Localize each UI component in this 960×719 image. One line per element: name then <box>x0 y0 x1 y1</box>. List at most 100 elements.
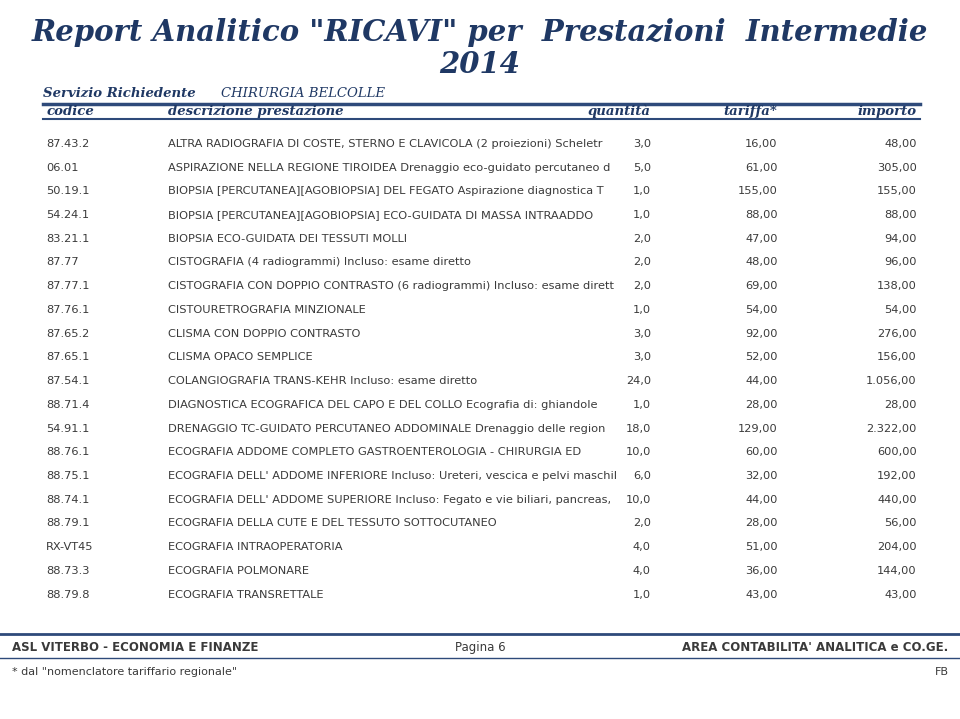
Text: 3,0: 3,0 <box>633 352 651 362</box>
Text: ECOGRAFIA DELL' ADDOME INFERIORE Incluso: Ureteri, vescica e pelvi maschil: ECOGRAFIA DELL' ADDOME INFERIORE Incluso… <box>168 471 617 481</box>
Text: 1,0: 1,0 <box>633 186 651 196</box>
Text: CHIRURGIA BELCOLLE: CHIRURGIA BELCOLLE <box>221 87 385 100</box>
Text: 32,00: 32,00 <box>745 471 778 481</box>
Text: 87.77: 87.77 <box>46 257 79 267</box>
Text: Report Analitico "RICAVI" per  Prestazioni  Intermedie: Report Analitico "RICAVI" per Prestazion… <box>32 18 928 47</box>
Text: 1,0: 1,0 <box>633 210 651 220</box>
Text: 54,00: 54,00 <box>884 305 917 315</box>
Text: descrizione prestazione: descrizione prestazione <box>168 105 344 118</box>
Text: ECOGRAFIA ADDOME COMPLETO GASTROENTEROLOGIA - CHIRURGIA ED: ECOGRAFIA ADDOME COMPLETO GASTROENTEROLO… <box>168 447 581 457</box>
Text: 2,0: 2,0 <box>633 281 651 291</box>
Text: DRENAGGIO TC-GUIDATO PERCUTANEO ADDOMINALE Drenaggio delle region: DRENAGGIO TC-GUIDATO PERCUTANEO ADDOMINA… <box>168 423 606 434</box>
Text: 88.71.4: 88.71.4 <box>46 400 89 410</box>
Text: AREA CONTABILITA' ANALITICA e CO.GE.: AREA CONTABILITA' ANALITICA e CO.GE. <box>683 641 948 654</box>
Text: 61,00: 61,00 <box>745 162 778 173</box>
Text: 56,00: 56,00 <box>884 518 917 528</box>
Text: DIAGNOSTICA ECOGRAFICA DEL CAPO E DEL COLLO Ecografia di: ghiandole: DIAGNOSTICA ECOGRAFICA DEL CAPO E DEL CO… <box>168 400 597 410</box>
Text: 88.79.8: 88.79.8 <box>46 590 89 600</box>
Text: 06.01: 06.01 <box>46 162 79 173</box>
Text: Pagina 6: Pagina 6 <box>455 641 505 654</box>
Text: importo: importo <box>857 105 917 118</box>
Text: 44,00: 44,00 <box>745 376 778 386</box>
Text: 276,00: 276,00 <box>877 329 917 339</box>
Text: CLISMA OPACO SEMPLICE: CLISMA OPACO SEMPLICE <box>168 352 313 362</box>
Text: BIOPSIA ECO-GUIDATA DEI TESSUTI MOLLI: BIOPSIA ECO-GUIDATA DEI TESSUTI MOLLI <box>168 234 407 244</box>
Text: 192,00: 192,00 <box>877 471 917 481</box>
Text: 600,00: 600,00 <box>877 447 917 457</box>
Text: 3,0: 3,0 <box>633 139 651 149</box>
Text: 87.65.2: 87.65.2 <box>46 329 89 339</box>
Text: 47,00: 47,00 <box>745 234 778 244</box>
Text: ECOGRAFIA DELL' ADDOME SUPERIORE Incluso: Fegato e vie biliari, pancreas,: ECOGRAFIA DELL' ADDOME SUPERIORE Incluso… <box>168 495 612 505</box>
Text: 88.75.1: 88.75.1 <box>46 471 89 481</box>
Text: 155,00: 155,00 <box>737 186 778 196</box>
Text: FB: FB <box>934 667 948 677</box>
Text: 69,00: 69,00 <box>745 281 778 291</box>
Text: 24,0: 24,0 <box>626 376 651 386</box>
Text: COLANGIOGRAFIA TRANS-KEHR Incluso: esame diretto: COLANGIOGRAFIA TRANS-KEHR Incluso: esame… <box>168 376 477 386</box>
Text: 18,0: 18,0 <box>626 423 651 434</box>
Text: CISTOGRAFIA CON DOPPIO CONTRASTO (6 radiogrammi) Incluso: esame dirett: CISTOGRAFIA CON DOPPIO CONTRASTO (6 radi… <box>168 281 614 291</box>
Text: ECOGRAFIA INTRAOPERATORIA: ECOGRAFIA INTRAOPERATORIA <box>168 542 343 552</box>
Text: 88.73.3: 88.73.3 <box>46 566 89 576</box>
Text: 87.43.2: 87.43.2 <box>46 139 89 149</box>
Text: 129,00: 129,00 <box>738 423 778 434</box>
Text: ECOGRAFIA TRANSRETTALE: ECOGRAFIA TRANSRETTALE <box>168 590 324 600</box>
Text: 28,00: 28,00 <box>745 518 778 528</box>
Text: Servizio Richiedente: Servizio Richiedente <box>43 87 196 100</box>
Text: 88,00: 88,00 <box>884 210 917 220</box>
Text: 83.21.1: 83.21.1 <box>46 234 89 244</box>
Text: 54.24.1: 54.24.1 <box>46 210 89 220</box>
Text: 10,0: 10,0 <box>626 447 651 457</box>
Text: 16,00: 16,00 <box>745 139 778 149</box>
Text: 4,0: 4,0 <box>633 542 651 552</box>
Text: 156,00: 156,00 <box>877 352 917 362</box>
Text: quantità: quantità <box>588 105 651 118</box>
Text: BIOPSIA [PERCUTANEA][AGOBIOPSIA] DEL FEGATO Aspirazione diagnostica T: BIOPSIA [PERCUTANEA][AGOBIOPSIA] DEL FEG… <box>168 186 604 196</box>
Text: 28,00: 28,00 <box>884 400 917 410</box>
Text: 138,00: 138,00 <box>876 281 917 291</box>
Text: 43,00: 43,00 <box>745 590 778 600</box>
Text: 2.322,00: 2.322,00 <box>867 423 917 434</box>
Text: 144,00: 144,00 <box>877 566 917 576</box>
Text: 92,00: 92,00 <box>745 329 778 339</box>
Text: RX-VT45: RX-VT45 <box>46 542 93 552</box>
Text: 10,0: 10,0 <box>626 495 651 505</box>
Text: 5,0: 5,0 <box>633 162 651 173</box>
Text: 2,0: 2,0 <box>633 518 651 528</box>
Text: 94,00: 94,00 <box>884 234 917 244</box>
Text: 440,00: 440,00 <box>877 495 917 505</box>
Text: 88.79.1: 88.79.1 <box>46 518 89 528</box>
Text: 43,00: 43,00 <box>884 590 917 600</box>
Text: 1.056,00: 1.056,00 <box>866 376 917 386</box>
Text: 4,0: 4,0 <box>633 566 651 576</box>
Text: tariffa*: tariffa* <box>724 105 778 118</box>
Text: codice: codice <box>46 105 94 118</box>
Text: 52,00: 52,00 <box>745 352 778 362</box>
Text: 155,00: 155,00 <box>876 186 917 196</box>
Text: 87.77.1: 87.77.1 <box>46 281 89 291</box>
Text: 1,0: 1,0 <box>633 400 651 410</box>
Text: 305,00: 305,00 <box>876 162 917 173</box>
Text: ALTRA RADIOGRAFIA DI COSTE, STERNO E CLAVICOLA (2 proiezioni) Scheletr: ALTRA RADIOGRAFIA DI COSTE, STERNO E CLA… <box>168 139 603 149</box>
Text: 204,00: 204,00 <box>877 542 917 552</box>
Text: 50.19.1: 50.19.1 <box>46 186 89 196</box>
Text: CISTOGRAFIA (4 radiogrammi) Incluso: esame diretto: CISTOGRAFIA (4 radiogrammi) Incluso: esa… <box>168 257 471 267</box>
Text: 2,0: 2,0 <box>633 234 651 244</box>
Text: 88,00: 88,00 <box>745 210 778 220</box>
Text: ECOGRAFIA POLMONARE: ECOGRAFIA POLMONARE <box>168 566 309 576</box>
Text: 48,00: 48,00 <box>745 257 778 267</box>
Text: * dal "nomenclatore tariffario regionale": * dal "nomenclatore tariffario regionale… <box>12 667 237 677</box>
Text: 3,0: 3,0 <box>633 329 651 339</box>
Text: 88.74.1: 88.74.1 <box>46 495 89 505</box>
Text: 2014: 2014 <box>440 50 520 79</box>
Text: 87.54.1: 87.54.1 <box>46 376 89 386</box>
Text: 54.91.1: 54.91.1 <box>46 423 89 434</box>
Text: 51,00: 51,00 <box>745 542 778 552</box>
Text: 1,0: 1,0 <box>633 305 651 315</box>
Text: 48,00: 48,00 <box>884 139 917 149</box>
Text: 44,00: 44,00 <box>745 495 778 505</box>
Text: BIOPSIA [PERCUTANEA][AGOBIOPSIA] ECO-GUIDATA DI MASSA INTRAADDO: BIOPSIA [PERCUTANEA][AGOBIOPSIA] ECO-GUI… <box>168 210 593 220</box>
Text: 2,0: 2,0 <box>633 257 651 267</box>
Text: 36,00: 36,00 <box>745 566 778 576</box>
